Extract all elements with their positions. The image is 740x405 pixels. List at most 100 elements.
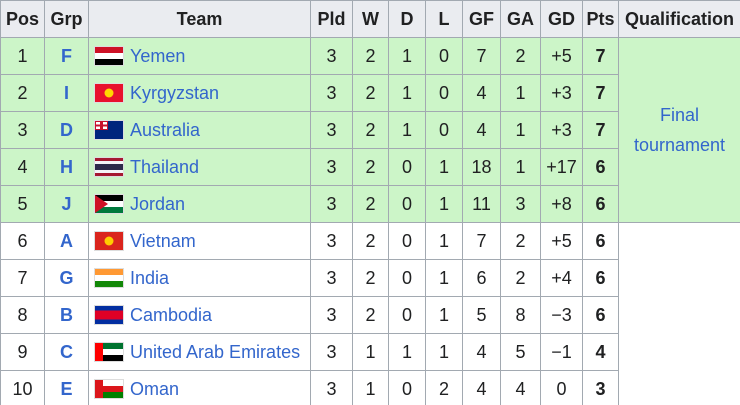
num-cell: 1 (388, 333, 426, 371)
table-row: 2 I Kyrgyzstan 3 2 1 0 4 1 +3 7 (0, 74, 740, 112)
pts-cell: 6 (582, 296, 619, 334)
num-cell: 2 (352, 259, 389, 297)
num-cell: 2 (352, 74, 389, 112)
team-link[interactable]: Oman (130, 378, 180, 399)
table-row: 9 C United Arab Emirates 3 1 1 1 4 5 −1 4 (0, 333, 740, 371)
team-cell: Australia (88, 111, 311, 149)
num-cell: 0 (388, 185, 426, 223)
num-cell: 1 (352, 370, 389, 405)
team-link[interactable]: Thailand (130, 156, 200, 177)
pts-cell: 6 (582, 259, 619, 297)
num-cell: 3 (310, 333, 353, 371)
pos-cell: 6 (0, 222, 45, 260)
num-cell: 1 (425, 259, 463, 297)
num-cell: 1 (425, 148, 463, 186)
num-cell: 0 (425, 37, 463, 75)
pos-cell: 2 (0, 74, 45, 112)
pts-cell: 3 (582, 370, 619, 405)
table-row: 10 E Oman 3 1 0 2 4 4 0 3 (0, 370, 740, 405)
num-cell: 3 (310, 185, 353, 223)
team-cell: United Arab Emirates (88, 333, 311, 371)
num-cell: 3 (310, 222, 353, 260)
flag-icon (94, 231, 124, 252)
num-cell: 2 (352, 37, 389, 75)
team-cell: Thailand (88, 148, 311, 186)
team-link[interactable]: Vietnam (130, 230, 196, 251)
grp-cell[interactable]: C (44, 333, 89, 371)
grp-cell[interactable]: J (44, 185, 89, 223)
num-cell: 8 (500, 296, 541, 334)
pos-cell: 4 (0, 148, 45, 186)
column-header: Pts (582, 0, 619, 38)
num-cell: 2 (352, 296, 389, 334)
flag-icon (94, 83, 124, 104)
num-cell: +3 (540, 111, 583, 149)
pts-cell: 7 (582, 111, 619, 149)
num-cell: −1 (540, 333, 583, 371)
flag-icon (94, 305, 124, 326)
flag-icon (94, 194, 124, 215)
num-cell: 1 (425, 296, 463, 334)
num-cell: 3 (310, 259, 353, 297)
table-row: 1 F Yemen 3 2 1 0 7 2 +5 7 Final tournament (0, 37, 740, 223)
team-link[interactable]: Yemen (130, 45, 186, 66)
grp-cell[interactable]: E (44, 370, 89, 405)
num-cell: 2 (500, 259, 541, 297)
table-row: 7 G India 3 2 0 1 6 2 +4 6 (0, 259, 740, 297)
column-header: GA (500, 0, 541, 38)
num-cell: +3 (540, 74, 583, 112)
team-cell: India (88, 259, 311, 297)
num-cell: 0 (388, 259, 426, 297)
num-cell: 0 (388, 222, 426, 260)
num-cell: 1 (425, 222, 463, 260)
pts-cell: 4 (582, 333, 619, 371)
team-link[interactable]: Jordan (130, 193, 186, 214)
table-row: 8 B Cambodia 3 2 0 1 5 8 −3 6 (0, 296, 740, 334)
num-cell: 1 (500, 111, 541, 149)
num-cell: 11 (462, 185, 501, 223)
team-link[interactable]: India (130, 267, 170, 288)
num-cell: 7 (462, 37, 501, 75)
num-cell: 0 (388, 296, 426, 334)
grp-cell[interactable]: B (44, 296, 89, 334)
grp-cell[interactable]: A (44, 222, 89, 260)
pts-cell: 6 (582, 148, 619, 186)
num-cell: +17 (540, 148, 583, 186)
num-cell: 1 (500, 74, 541, 112)
num-cell: 0 (388, 148, 426, 186)
table-row: 4 H Thailand 3 2 0 1 18 1 +17 6 (0, 148, 740, 186)
grp-cell[interactable]: F (44, 37, 89, 75)
num-cell: 2 (352, 148, 389, 186)
num-cell: 3 (310, 37, 353, 75)
team-link[interactable]: Cambodia (130, 304, 213, 325)
team-link[interactable]: Kyrgyzstan (130, 82, 220, 103)
team-link[interactable]: Australia (130, 119, 201, 140)
num-cell: 3 (310, 296, 353, 334)
team-cell: Yemen (88, 37, 311, 75)
header-row: Pos Grp Team Pld W D L GF GA GD Pts Qualification (0, 0, 740, 38)
grp-cell[interactable]: I (44, 74, 89, 112)
num-cell: 2 (352, 185, 389, 223)
team-link[interactable]: United Arab Emirates (130, 341, 301, 362)
num-cell: 1 (388, 37, 426, 75)
team-cell: Kyrgyzstan (88, 74, 311, 112)
num-cell: 2 (425, 370, 463, 405)
num-cell: 1 (388, 111, 426, 149)
qualification-cell[interactable]: Final tournament (618, 37, 740, 223)
column-header: GD (540, 0, 583, 38)
num-cell: 7 (462, 222, 501, 260)
num-cell: 5 (462, 296, 501, 334)
pts-cell: 7 (582, 37, 619, 75)
grp-cell[interactable]: D (44, 111, 89, 149)
pos-cell: 3 (0, 111, 45, 149)
grp-cell[interactable]: G (44, 259, 89, 297)
table-row: 6 A Vietnam 3 2 0 1 7 2 +5 6 (0, 222, 740, 405)
num-cell: +8 (540, 185, 583, 223)
num-cell: 6 (462, 259, 501, 297)
num-cell: −3 (540, 296, 583, 334)
num-cell: 5 (500, 333, 541, 371)
num-cell: 3 (310, 370, 353, 405)
grp-cell[interactable]: H (44, 148, 89, 186)
num-cell: 0 (425, 111, 463, 149)
